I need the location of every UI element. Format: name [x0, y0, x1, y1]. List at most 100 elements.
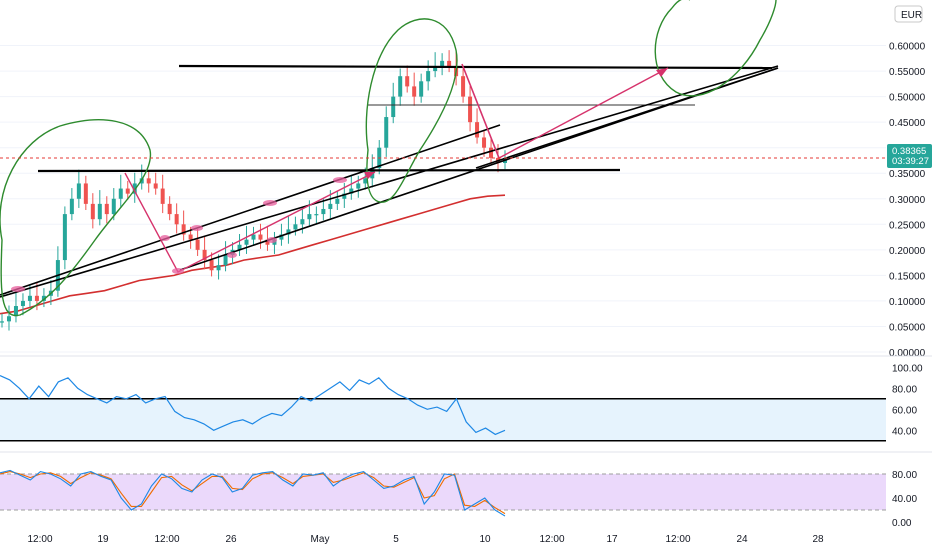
- candle-body: [440, 60, 445, 66]
- channel-top-line: [0, 124, 501, 296]
- candle-body: [391, 96, 396, 118]
- stoch-axis: 80.00 40.00 0.00: [892, 470, 917, 529]
- candle-body: [41, 295, 46, 301]
- candle-body: [356, 183, 361, 189]
- price-grid: [0, 45, 886, 353]
- candle-body: [468, 96, 473, 123]
- price-tick-label: 0.35000: [889, 169, 926, 180]
- candle-body: [27, 295, 32, 301]
- candle-body: [342, 193, 347, 199]
- candle-body: [482, 137, 487, 148]
- marker-8: [172, 268, 184, 274]
- price-tag: 0.38365 03:39:27: [887, 144, 932, 168]
- candle-body: [244, 239, 249, 245]
- circle-left: [0, 119, 152, 317]
- candle-body: [237, 244, 242, 250]
- time-tick-label: 28: [812, 534, 824, 545]
- candle-body: [83, 183, 88, 204]
- stoch-band: [0, 474, 886, 510]
- candle-body: [461, 76, 466, 97]
- rsi-tick-label: 80.00: [892, 384, 917, 395]
- price-pane[interactable]: 0.600000.550000.500000.450000.400000.350…: [0, 0, 932, 359]
- candle-body: [223, 254, 228, 266]
- candle-body: [97, 203, 102, 220]
- candle-body: [419, 81, 424, 97]
- time-tick-label: 26: [225, 534, 237, 545]
- time-tick-label: May: [311, 534, 330, 545]
- time-tick-label: 5: [393, 534, 399, 545]
- time-tick-label: 12:00: [154, 534, 179, 545]
- candle-body: [216, 265, 221, 271]
- channel-upper-line: [0, 65, 779, 298]
- circle-top: [365, 18, 458, 203]
- candle-body: [321, 208, 326, 215]
- support-line: [37, 168, 621, 173]
- candle-body: [300, 219, 305, 225]
- candle-body: [384, 117, 389, 148]
- price-tick-label: 0.00000: [889, 348, 926, 359]
- price-tick-label: 0.55000: [889, 67, 926, 78]
- candle-body: [20, 300, 25, 307]
- candle-body: [286, 229, 291, 235]
- candle-body: [69, 198, 74, 215]
- stoch-d-line: [0, 471, 506, 515]
- price-tick-label: 0.10000: [889, 297, 926, 308]
- candle-body: [405, 76, 410, 87]
- marker-5: [160, 235, 170, 241]
- resistance-line: [178, 64, 773, 70]
- marker-7: [267, 237, 277, 243]
- currency-badge[interactable]: EUR: [894, 5, 923, 23]
- candle-body: [111, 198, 116, 215]
- candle-body: [328, 203, 333, 209]
- candle-body: [153, 183, 158, 189]
- candle-body: [349, 188, 354, 194]
- circle-target: [654, 0, 777, 97]
- candle-body: [62, 214, 67, 261]
- candles-layer: [0, 50, 507, 331]
- stoch-series-layer: [0, 469, 506, 517]
- candle-body: [475, 122, 480, 138]
- price-axis: 0.600000.550000.500000.450000.400000.350…: [889, 42, 926, 359]
- moving-average-layer: [0, 194, 506, 315]
- candle-body: [118, 188, 123, 199]
- time-axis: 12:00 19 12:00 26 May 5 10 12:00 17 12:00 24 28: [27, 534, 824, 545]
- candle-body: [146, 178, 151, 184]
- target-arrow-head: [656, 68, 668, 77]
- candle-body: [90, 203, 95, 220]
- candle-body: [314, 214, 319, 216]
- moving-average-line: [0, 194, 506, 315]
- candle-body: [0, 321, 4, 323]
- annotations-layer: [0, 0, 779, 317]
- marker-3: [263, 200, 277, 206]
- rsi-tick-label: 60.00: [892, 405, 917, 416]
- stoch-pane[interactable]: 80.00 40.00 0.00: [0, 469, 917, 529]
- price-tick-label: 0.15000: [889, 271, 926, 282]
- rsi-pane[interactable]: 100.00 80.00 60.00 40.00: [0, 363, 923, 442]
- time-tick-label: 12:00: [539, 534, 564, 545]
- candle-body: [181, 224, 186, 235]
- candle-body: [426, 71, 431, 82]
- candle-body: [363, 178, 368, 184]
- candle-body: [265, 239, 270, 245]
- candle-body: [195, 239, 200, 250]
- candle-body: [489, 147, 494, 158]
- time-tick-label: 10: [479, 534, 491, 545]
- stoch-tick-label: 0.00: [892, 518, 912, 529]
- stoch-band-layer: [0, 473, 886, 511]
- stoch-tick-label: 40.00: [892, 494, 917, 505]
- candle-body: [202, 249, 207, 261]
- candle-body: [174, 214, 179, 225]
- price-tick-label: 0.45000: [889, 118, 926, 129]
- rsi-series-layer: [0, 375, 506, 436]
- rsi-band: [0, 398, 886, 441]
- currency-label: EUR: [901, 10, 922, 21]
- candle-body: [307, 214, 312, 220]
- price-tick-label: 0.50000: [889, 93, 926, 104]
- candle-body: [209, 260, 214, 271]
- rsi-tick-label: 40.00: [892, 426, 917, 437]
- time-tick-label: 12:00: [27, 534, 52, 545]
- rsi-tick-label: 100.00: [892, 363, 923, 374]
- candle-body: [167, 203, 172, 215]
